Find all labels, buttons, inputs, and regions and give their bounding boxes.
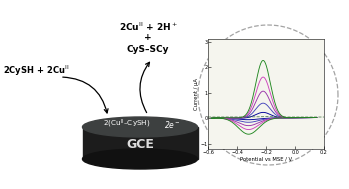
X-axis label: Potential vs MSE / V: Potential vs MSE / V [240, 156, 292, 161]
Bar [82, 127, 198, 159]
Text: 2(Cu$^{\rm II}$–CySH): 2(Cu$^{\rm II}$–CySH) [103, 118, 151, 130]
Text: 2CySH + 2Cu$^{\rm II}$: 2CySH + 2Cu$^{\rm II}$ [3, 64, 69, 78]
Ellipse shape [82, 117, 198, 137]
Text: GCE: GCE [126, 138, 154, 150]
Y-axis label: Current / μA: Current / μA [194, 78, 199, 110]
FancyArrowPatch shape [63, 77, 108, 113]
Text: CyS–SCy: CyS–SCy [127, 44, 169, 53]
Ellipse shape [82, 149, 198, 169]
Text: 2e$^-$: 2e$^-$ [164, 119, 180, 129]
Text: 2Cu$^{\rm II}$ + 2H$^+$: 2Cu$^{\rm II}$ + 2H$^+$ [119, 21, 177, 33]
Text: +: + [144, 33, 152, 43]
FancyArrowPatch shape [140, 62, 149, 113]
